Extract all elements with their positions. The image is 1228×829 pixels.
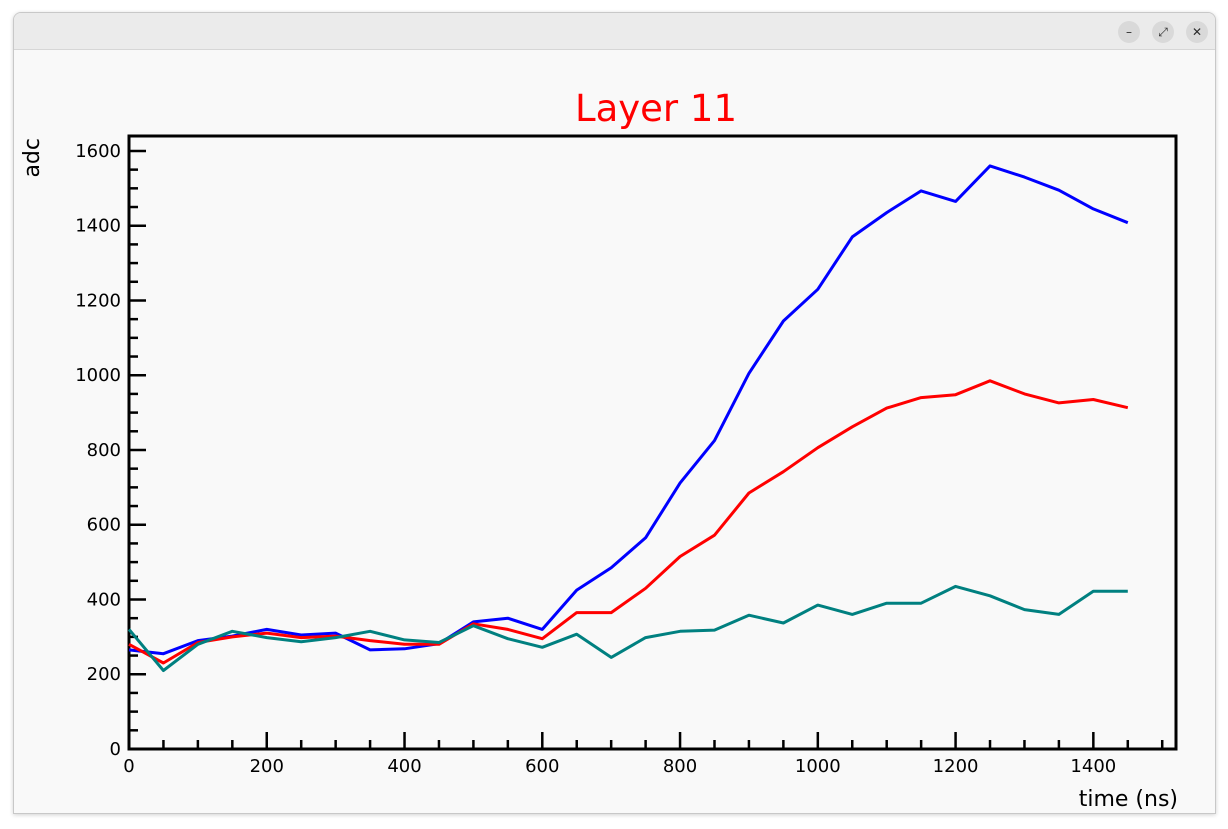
maximize-button[interactable]: ⤢	[1152, 21, 1174, 43]
x-tick-label: 400	[387, 756, 421, 777]
y-tick-label: 200	[87, 664, 121, 685]
series-line-2	[128, 379, 1129, 665]
y-tick-label: 1600	[75, 141, 121, 162]
y-tick-label: 600	[87, 515, 121, 536]
x-tick-label: 1200	[933, 756, 979, 777]
y-tick-label: 1400	[75, 216, 121, 237]
axes: 0 200 400 600 800 1000 1200 1400 0 200 400 600 800 10…	[75, 134, 1178, 777]
series-line-1	[128, 164, 1129, 656]
x-tick-label: 0	[123, 756, 134, 777]
y-axis-label: adc	[20, 138, 45, 178]
line-chart: Layer 11 adc time (ns) 0 200 400 600 800 1000…	[20, 87, 1178, 812]
plot-canvas: Layer 11 adc time (ns) 0 200 400 600 800 1000…	[14, 50, 1215, 813]
y-tick-label: 800	[87, 440, 121, 461]
y-tick-label: 1200	[75, 290, 121, 311]
minimize-button[interactable]: –	[1118, 21, 1140, 43]
y-tick-label: 0	[110, 739, 121, 760]
x-tick-label: 800	[663, 756, 697, 777]
y-tick-label: 400	[87, 589, 121, 610]
x-tick-label: 200	[250, 756, 284, 777]
plot-frame	[127, 134, 1178, 751]
app-window: – ⤢ ✕ Layer 11 adc time (ns) 0 200 400 600 8…	[13, 12, 1216, 814]
close-button[interactable]: ✕	[1186, 21, 1208, 43]
series-layer	[127, 164, 1129, 672]
chart-title: Layer 11	[575, 87, 737, 130]
series-line-3	[127, 584, 1128, 672]
title-bar: – ⤢ ✕	[14, 13, 1215, 50]
x-tick-label: 1400	[1070, 756, 1116, 777]
x-tick-label: 600	[525, 756, 559, 777]
x-tick-label: 1000	[795, 756, 841, 777]
y-tick-label: 1000	[75, 365, 121, 386]
x-axis-label: time (ns)	[1079, 787, 1178, 812]
